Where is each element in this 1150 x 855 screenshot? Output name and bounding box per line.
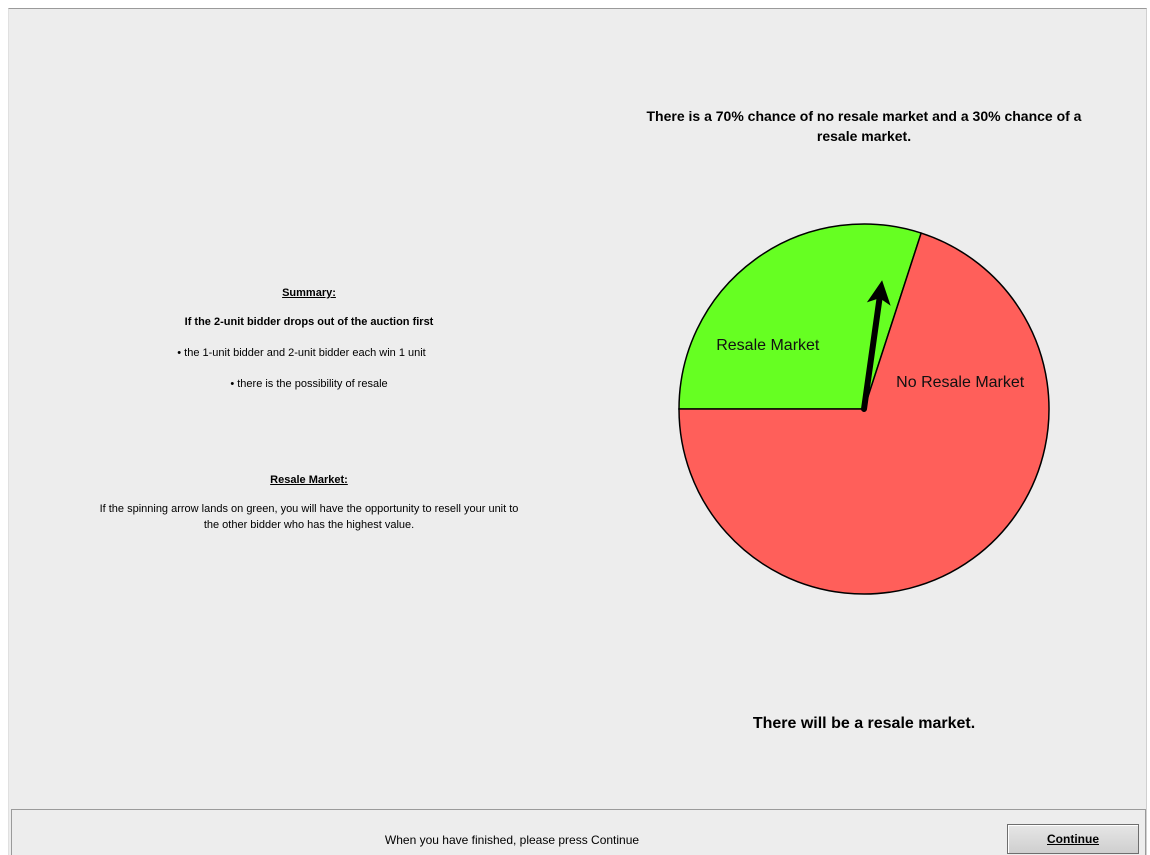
pie-slice-resale-market [678, 223, 923, 410]
footer-message: When you have finished, please press Con… [384, 833, 640, 847]
pie-chart-svg: Resale Market No Resale Market [678, 223, 1050, 595]
resale-description-line: If the spinning arrow lands on green, yo… [99, 503, 519, 515]
summary-heading: Summary: [282, 287, 336, 299]
spinner-arrow-head [866, 280, 891, 306]
chart-title-line: There is a 70% chance of no resale marke… [646, 108, 1082, 124]
app-window: Summary: If the 2-unit bidder drops out … [8, 8, 1147, 855]
pie-slice-no-resale-market [678, 232, 1050, 595]
continue-button[interactable]: Continue [1007, 824, 1139, 854]
resale-description: If the spinning arrow lands on green, yo… [39, 501, 579, 533]
result-message: There will be a resale market. [752, 715, 976, 732]
summary-bullet: • the 1-unit bidder and 2-unit bidder ea… [177, 347, 426, 359]
chart-title: There is a 70% chance of no resale marke… [599, 106, 1129, 146]
chart-title-line: resale market. [816, 128, 912, 144]
spinner-arrow-shaft [861, 295, 883, 412]
pie-slice-label: No Resale Market [896, 374, 1025, 391]
resale-description-line: the other bidder who has the highest val… [203, 519, 415, 531]
resale-heading: Resale Market: [270, 474, 348, 486]
resale-pie-chart: Resale Market No Resale Market [669, 214, 1059, 604]
summary-bullet: • there is the possibility of resale [230, 378, 388, 390]
footer-bar: When you have finished, please press Con… [11, 809, 1146, 855]
summary-condition: If the 2-unit bidder drops out of the au… [184, 316, 434, 328]
pie-slice-label: Resale Market [716, 337, 820, 354]
